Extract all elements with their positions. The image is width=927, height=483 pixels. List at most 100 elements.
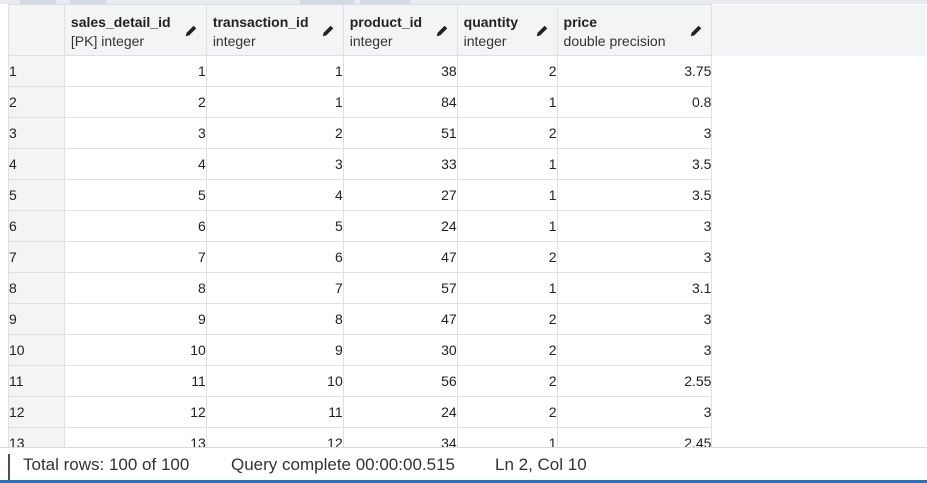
select-all-corner[interactable] <box>8 4 65 56</box>
column-header-product-id[interactable]: product_id integer <box>342 4 458 56</box>
row-number[interactable]: 7 <box>8 241 65 273</box>
cell-quantity[interactable]: 2 <box>456 365 558 397</box>
column-header-sales-detail-id[interactable]: sales_detail_id [PK] integer <box>63 4 207 56</box>
row-number[interactable]: 9 <box>8 303 65 335</box>
cell-sales-detail-id[interactable]: 6 <box>63 210 207 242</box>
cell-price[interactable]: 3 <box>556 117 713 149</box>
cell-transaction-id[interactable]: 11 <box>205 396 344 428</box>
cell-product-id[interactable]: 56 <box>342 365 458 397</box>
cell-sales-detail-id[interactable]: 8 <box>63 272 207 304</box>
table-row[interactable]: 6 6 5 24 1 3 <box>8 210 927 242</box>
cell-quantity[interactable]: 2 <box>456 334 558 366</box>
table-row[interactable]: 5 5 4 27 1 3.5 <box>8 179 927 211</box>
row-number[interactable]: 1 <box>8 55 65 87</box>
cell-price[interactable]: 3.5 <box>556 179 713 211</box>
cell-price[interactable]: 0.8 <box>556 86 713 118</box>
pencil-icon[interactable] <box>184 24 198 38</box>
cell-price[interactable]: 3 <box>556 210 713 242</box>
table-row[interactable]: 2 2 1 84 1 0.8 <box>8 86 927 118</box>
column-header-transaction-id[interactable]: transaction_id integer <box>205 4 344 56</box>
cell-price[interactable]: 3.1 <box>556 272 713 304</box>
cell-quantity[interactable]: 2 <box>456 117 558 149</box>
cell-transaction-id[interactable]: 7 <box>205 272 344 304</box>
table-row[interactable]: 4 4 3 33 1 3.5 <box>8 148 927 180</box>
pencil-icon[interactable] <box>435 24 449 38</box>
pencil-icon[interactable] <box>535 24 549 38</box>
row-number[interactable]: 4 <box>8 148 65 180</box>
cell-price[interactable]: 2.45 <box>556 427 713 447</box>
row-number[interactable]: 5 <box>8 179 65 211</box>
cell-quantity[interactable]: 2 <box>456 303 558 335</box>
cell-transaction-id[interactable]: 2 <box>205 117 344 149</box>
cell-transaction-id[interactable]: 4 <box>205 179 344 211</box>
cell-sales-detail-id[interactable]: 3 <box>63 117 207 149</box>
cell-quantity[interactable]: 1 <box>456 86 558 118</box>
column-header-quantity[interactable]: quantity integer <box>456 4 558 56</box>
cell-sales-detail-id[interactable]: 1 <box>63 55 207 87</box>
row-number[interactable]: 12 <box>8 396 65 428</box>
cell-sales-detail-id[interactable]: 7 <box>63 241 207 273</box>
column-header-price[interactable]: price double precision <box>556 4 713 56</box>
cell-transaction-id[interactable]: 10 <box>205 365 344 397</box>
cell-product-id[interactable]: 47 <box>342 303 458 335</box>
table-row[interactable]: 10 10 9 30 2 3 <box>8 334 927 366</box>
cell-quantity[interactable]: 1 <box>456 148 558 180</box>
row-number[interactable]: 11 <box>8 365 65 397</box>
cell-product-id[interactable]: 24 <box>342 210 458 242</box>
cell-quantity[interactable]: 2 <box>456 241 558 273</box>
cell-transaction-id[interactable]: 1 <box>205 86 344 118</box>
cell-quantity[interactable]: 2 <box>456 55 558 87</box>
cell-product-id[interactable]: 27 <box>342 179 458 211</box>
cell-transaction-id[interactable]: 6 <box>205 241 344 273</box>
cell-product-id[interactable]: 51 <box>342 117 458 149</box>
cell-sales-detail-id[interactable]: 5 <box>63 179 207 211</box>
cell-sales-detail-id[interactable]: 10 <box>63 334 207 366</box>
cell-quantity[interactable]: 1 <box>456 210 558 242</box>
cell-sales-detail-id[interactable]: 4 <box>63 148 207 180</box>
cell-product-id[interactable]: 33 <box>342 148 458 180</box>
table-row[interactable]: 9 9 8 47 2 3 <box>8 303 927 335</box>
table-row[interactable]: 13 13 12 34 1 2.45 <box>8 427 927 447</box>
cell-quantity[interactable]: 1 <box>456 179 558 211</box>
cell-price[interactable]: 3.5 <box>556 148 713 180</box>
cell-product-id[interactable]: 24 <box>342 396 458 428</box>
cell-product-id[interactable]: 47 <box>342 241 458 273</box>
cell-quantity[interactable]: 1 <box>456 427 558 447</box>
cell-sales-detail-id[interactable]: 11 <box>63 365 207 397</box>
row-number[interactable]: 13 <box>8 427 65 447</box>
row-number[interactable]: 10 <box>8 334 65 366</box>
cell-transaction-id[interactable]: 9 <box>205 334 344 366</box>
table-row[interactable]: 12 12 11 24 2 3 <box>8 396 927 428</box>
row-number[interactable]: 6 <box>8 210 65 242</box>
cell-price[interactable]: 3.75 <box>556 55 713 87</box>
cell-quantity[interactable]: 1 <box>456 272 558 304</box>
cell-price[interactable]: 3 <box>556 396 713 428</box>
cell-price[interactable]: 2.55 <box>556 365 713 397</box>
cell-sales-detail-id[interactable]: 9 <box>63 303 207 335</box>
cell-transaction-id[interactable]: 5 <box>205 210 344 242</box>
table-row[interactable]: 1 1 1 38 2 3.75 <box>8 55 927 87</box>
table-row[interactable]: 8 8 7 57 1 3.1 <box>8 272 927 304</box>
pencil-icon[interactable] <box>689 24 703 38</box>
cell-price[interactable]: 3 <box>556 303 713 335</box>
row-number[interactable]: 8 <box>8 272 65 304</box>
cell-product-id[interactable]: 34 <box>342 427 458 447</box>
table-row[interactable]: 11 11 10 56 2 2.55 <box>8 365 927 397</box>
cell-product-id[interactable]: 57 <box>342 272 458 304</box>
row-number[interactable]: 2 <box>8 86 65 118</box>
table-row[interactable]: 3 3 2 51 2 3 <box>8 117 927 149</box>
cell-product-id[interactable]: 30 <box>342 334 458 366</box>
cell-sales-detail-id[interactable]: 2 <box>63 86 207 118</box>
row-number[interactable]: 3 <box>8 117 65 149</box>
table-row[interactable]: 7 7 6 47 2 3 <box>8 241 927 273</box>
cell-transaction-id[interactable]: 8 <box>205 303 344 335</box>
pencil-icon[interactable] <box>321 24 335 38</box>
cell-product-id[interactable]: 38 <box>342 55 458 87</box>
cell-price[interactable]: 3 <box>556 241 713 273</box>
cell-sales-detail-id[interactable]: 12 <box>63 396 207 428</box>
cell-transaction-id[interactable]: 1 <box>205 55 344 87</box>
cell-transaction-id[interactable]: 12 <box>205 427 344 447</box>
cell-product-id[interactable]: 84 <box>342 86 458 118</box>
cell-transaction-id[interactable]: 3 <box>205 148 344 180</box>
cell-sales-detail-id[interactable]: 13 <box>63 427 207 447</box>
